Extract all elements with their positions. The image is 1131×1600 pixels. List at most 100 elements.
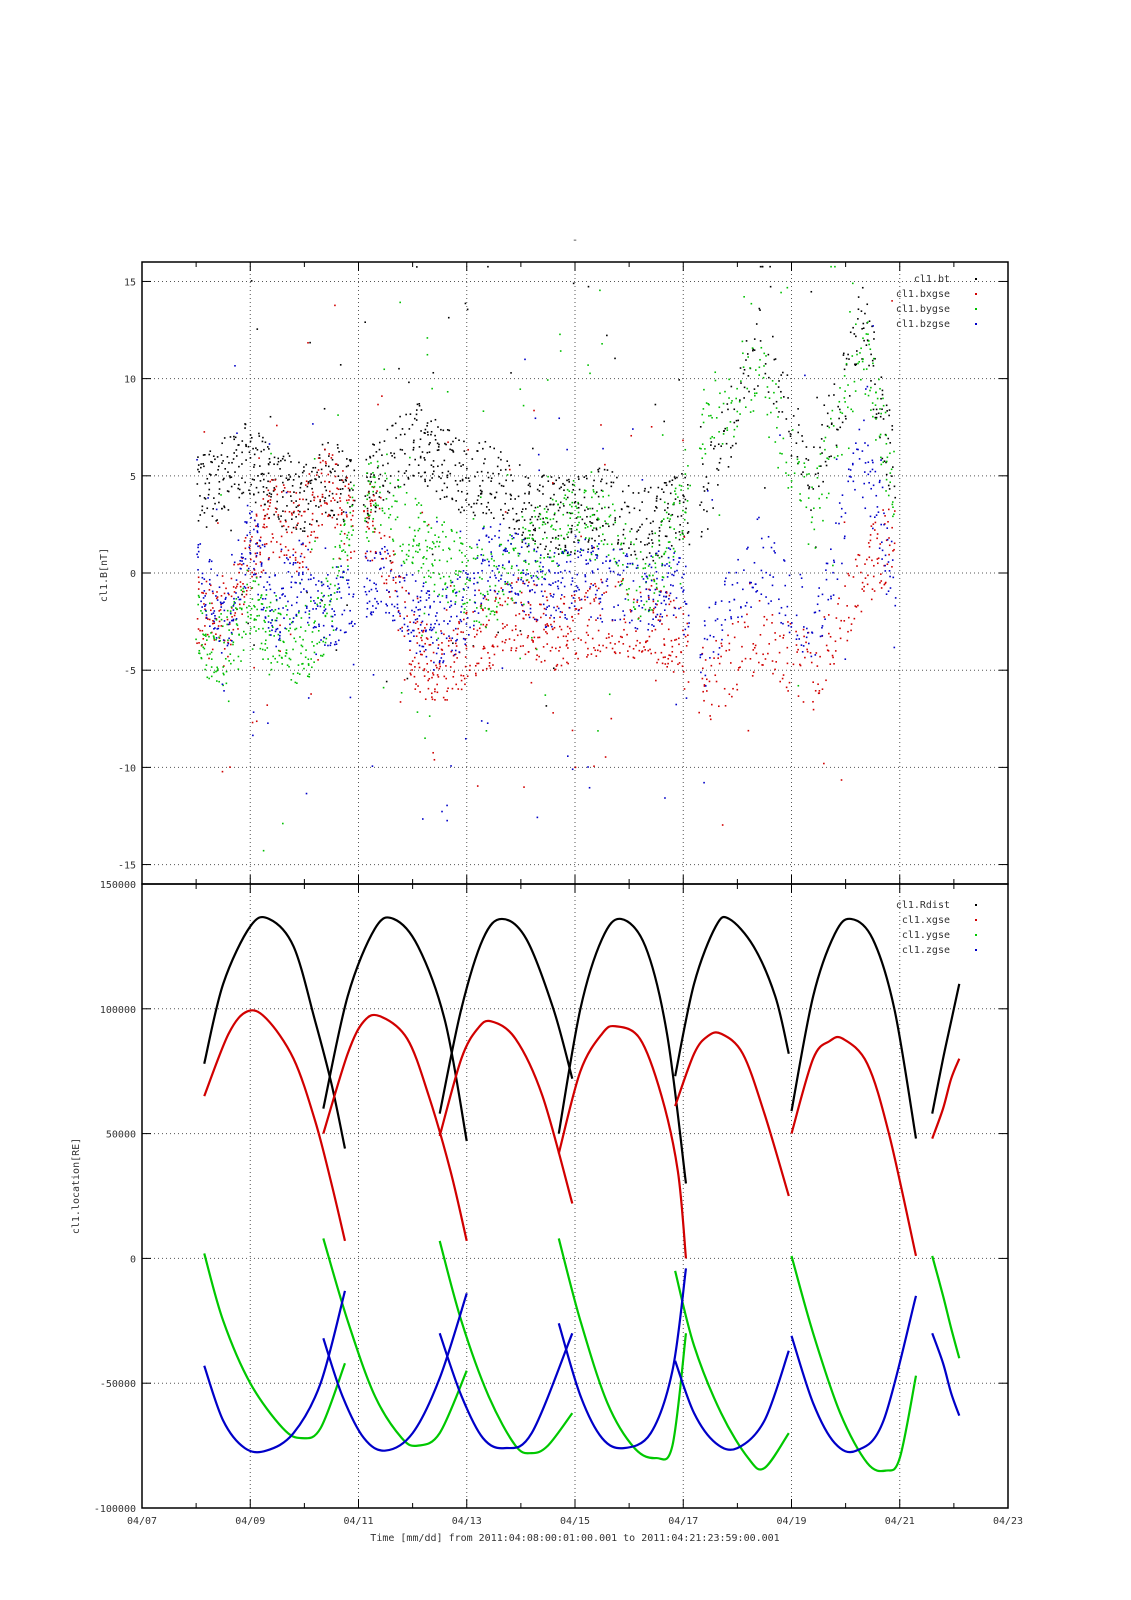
data-point bbox=[385, 680, 388, 683]
data-point bbox=[339, 576, 342, 578]
data-point bbox=[752, 649, 755, 651]
data-point bbox=[446, 476, 449, 479]
data-point bbox=[203, 512, 206, 514]
data-point bbox=[885, 460, 888, 463]
data-point bbox=[352, 499, 355, 502]
data-point bbox=[417, 662, 420, 665]
data-point bbox=[405, 589, 407, 592]
data-point bbox=[844, 585, 846, 587]
data-point bbox=[474, 475, 476, 478]
data-point bbox=[485, 623, 488, 626]
data-point bbox=[225, 596, 227, 599]
data-point bbox=[210, 666, 213, 668]
data-point bbox=[445, 609, 448, 611]
data-point bbox=[569, 560, 572, 563]
data-point bbox=[440, 428, 442, 431]
data-point bbox=[314, 466, 317, 469]
data-point bbox=[364, 590, 367, 593]
data-point bbox=[775, 400, 778, 403]
data-point bbox=[253, 604, 255, 607]
data-point bbox=[466, 601, 469, 604]
data-point bbox=[431, 473, 434, 475]
data-point bbox=[654, 588, 657, 591]
data-point bbox=[879, 479, 881, 482]
data-point bbox=[654, 562, 657, 565]
data-point bbox=[311, 631, 314, 633]
data-point bbox=[340, 513, 343, 516]
data-point bbox=[226, 618, 229, 621]
data-point bbox=[602, 562, 604, 564]
data-point bbox=[504, 625, 506, 628]
data-point bbox=[838, 400, 841, 403]
data-point bbox=[275, 598, 278, 601]
data-point bbox=[251, 598, 254, 600]
data-point bbox=[376, 460, 379, 463]
data-point bbox=[475, 607, 478, 609]
data-point bbox=[665, 547, 668, 549]
data-point bbox=[197, 550, 200, 553]
data-point bbox=[864, 442, 866, 444]
data-point bbox=[445, 495, 448, 498]
data-point bbox=[299, 491, 301, 494]
data-point bbox=[510, 494, 513, 497]
data-point bbox=[364, 505, 367, 508]
data-point bbox=[197, 628, 200, 630]
data-point bbox=[702, 408, 705, 410]
data-point bbox=[716, 467, 718, 470]
data-point bbox=[423, 471, 426, 474]
data-point bbox=[508, 638, 511, 640]
data-point bbox=[875, 439, 877, 441]
data-point bbox=[324, 502, 326, 504]
data-point bbox=[443, 482, 446, 485]
data-point bbox=[478, 576, 481, 579]
data-point bbox=[253, 618, 256, 620]
data-point bbox=[813, 528, 816, 531]
data-point bbox=[458, 651, 461, 653]
data-point bbox=[861, 360, 864, 363]
data-point bbox=[448, 637, 451, 639]
data-point bbox=[379, 553, 382, 555]
data-point bbox=[346, 579, 348, 581]
data-point bbox=[309, 500, 312, 502]
data-point bbox=[275, 628, 278, 631]
data-point bbox=[590, 583, 592, 585]
data-point bbox=[647, 623, 650, 625]
data-point bbox=[215, 633, 217, 635]
data-point bbox=[302, 566, 304, 568]
data-point bbox=[439, 601, 441, 603]
data-point bbox=[329, 600, 331, 602]
data-point bbox=[209, 450, 212, 452]
data-point bbox=[722, 433, 725, 435]
data-point bbox=[549, 503, 552, 506]
data-point bbox=[485, 598, 488, 601]
data-point bbox=[476, 629, 479, 632]
data-point bbox=[591, 570, 594, 572]
data-point bbox=[777, 466, 779, 469]
data-point bbox=[623, 628, 625, 631]
data-point bbox=[426, 431, 429, 433]
data-point bbox=[544, 548, 546, 550]
data-point bbox=[250, 558, 252, 561]
data-point bbox=[682, 589, 685, 591]
data-point bbox=[622, 528, 625, 531]
data-point bbox=[384, 550, 386, 553]
data-point bbox=[663, 643, 666, 646]
data-point bbox=[462, 675, 465, 677]
data-point bbox=[228, 659, 230, 662]
data-point bbox=[871, 559, 873, 562]
data-point bbox=[704, 659, 707, 661]
data-point bbox=[774, 441, 777, 443]
data-point bbox=[201, 582, 203, 585]
data-point bbox=[292, 648, 294, 651]
data-point bbox=[343, 532, 346, 535]
data-point bbox=[237, 628, 239, 630]
data-point bbox=[227, 700, 230, 703]
data-point bbox=[279, 459, 282, 462]
data-point bbox=[823, 440, 825, 442]
data-point bbox=[523, 582, 526, 585]
data-point bbox=[415, 409, 418, 411]
data-point bbox=[853, 380, 856, 383]
data-point bbox=[201, 606, 203, 608]
data-point bbox=[317, 659, 319, 661]
data-point bbox=[866, 385, 869, 388]
